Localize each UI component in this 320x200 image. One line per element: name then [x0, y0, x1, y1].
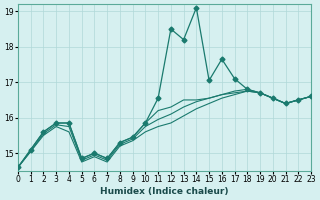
X-axis label: Humidex (Indice chaleur): Humidex (Indice chaleur): [100, 187, 229, 196]
